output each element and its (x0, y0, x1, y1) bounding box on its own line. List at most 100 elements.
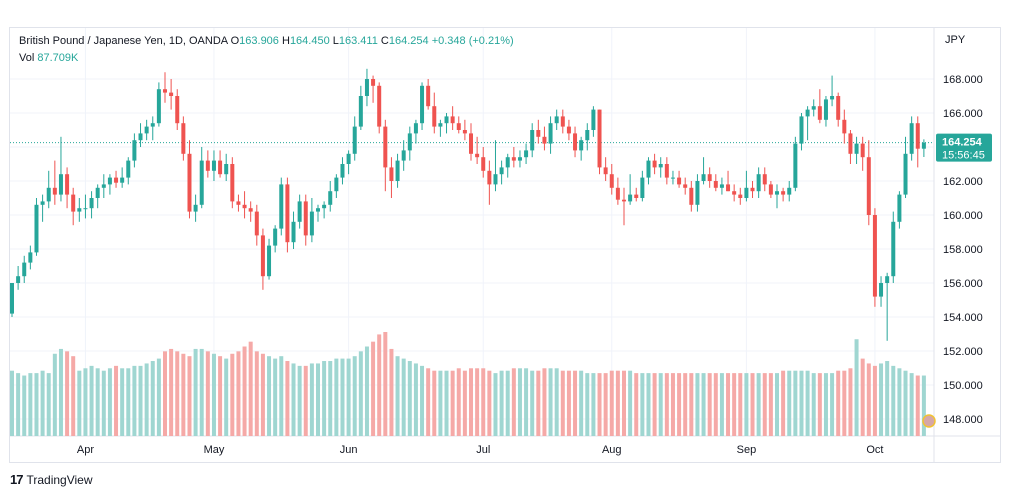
candle-body (377, 85, 382, 127)
candle-body (389, 167, 394, 181)
volume-bar (609, 370, 614, 436)
volume-bar (775, 373, 779, 436)
countdown-text: 15:56:45 (942, 150, 985, 162)
volume-bar (316, 363, 320, 436)
volume-bar (163, 351, 167, 436)
candle-body (413, 123, 418, 134)
volume-bar (823, 373, 828, 436)
candle-body (248, 208, 253, 212)
candle-body (22, 262, 27, 277)
volume-bar (242, 346, 247, 436)
candle-body (511, 157, 516, 161)
volume-bar (891, 365, 896, 436)
volume-bar (909, 373, 914, 436)
candle-body (34, 204, 39, 253)
volume-bar (695, 373, 700, 436)
candle-body (487, 170, 492, 185)
candle-body (481, 157, 486, 171)
volume-bar (738, 373, 743, 436)
volume-bar (389, 348, 394, 436)
candle-body (517, 157, 522, 161)
volume-bar (230, 353, 235, 436)
candle-body (842, 119, 847, 134)
x-tick-label: Sep (737, 444, 757, 456)
volume-bar (383, 332, 388, 436)
volume-bar (52, 353, 57, 436)
candle-body (658, 164, 663, 168)
volume-bar (444, 370, 449, 436)
open-label: O (230, 35, 240, 47)
candle-body (156, 89, 161, 124)
volume-bar (811, 373, 816, 436)
volume-bar (750, 373, 755, 436)
volume-bar (267, 356, 272, 436)
candle-body (40, 201, 45, 205)
volume-bar (83, 368, 88, 436)
x-tick-label: Jul (476, 444, 490, 456)
volume-bar (175, 351, 180, 436)
candle-body (420, 85, 425, 124)
volume-bar (309, 363, 314, 436)
candle-body (530, 130, 535, 151)
volume-bar (346, 358, 351, 436)
candle-body (670, 177, 675, 179)
candle-body (622, 199, 626, 202)
candle-body (787, 187, 792, 195)
volume-legend: Vol 87.709K (19, 52, 78, 64)
footer-branding[interactable]: 17 TradingView (10, 472, 93, 487)
volume-bar (28, 373, 33, 436)
volume-bar (566, 370, 571, 436)
candle-body (768, 184, 773, 195)
volume-bar (719, 373, 724, 436)
volume-bar (903, 370, 908, 436)
candle-body (364, 79, 369, 96)
volume-bar (303, 365, 308, 436)
high-value: 164.450 (289, 35, 330, 47)
volume-bar (499, 370, 504, 436)
y-tick-label: 154.000 (943, 312, 983, 324)
volume-bar (89, 365, 94, 436)
candle-body (273, 228, 278, 246)
volume-bar (169, 348, 174, 436)
change-value: +0.348 (+0.21%) (431, 35, 514, 47)
candle-body (126, 160, 131, 178)
volume-bar (58, 348, 63, 436)
volume-bar (707, 373, 712, 436)
candle-body (836, 96, 841, 120)
candle-body (823, 99, 828, 120)
volume-bar (732, 373, 737, 436)
candle-body (438, 123, 443, 127)
volume-bar (670, 373, 675, 436)
candle-body (860, 143, 865, 158)
volume-bar (77, 370, 82, 436)
candle-body (120, 177, 125, 183)
candle-body (242, 204, 247, 209)
candle-body (224, 164, 229, 175)
candle-body (634, 194, 639, 198)
y-tick-label: 166.000 (943, 108, 983, 120)
volume-bar (432, 370, 437, 436)
candle-body (407, 133, 412, 151)
low-label: L (332, 35, 339, 47)
candle-body (199, 160, 204, 205)
candle-body (781, 191, 786, 195)
candle-body (316, 208, 320, 212)
candle-body (285, 184, 290, 243)
volume-bar (646, 373, 651, 436)
volume-bar (524, 368, 529, 436)
volume-bar (554, 368, 559, 436)
volume-bar (493, 373, 498, 436)
candle-body (236, 201, 241, 205)
volume-bar (254, 351, 259, 436)
flag-icon (922, 414, 936, 428)
volume-bar (683, 373, 688, 436)
candle-body (218, 160, 223, 175)
candle-body (211, 160, 216, 171)
candle-body (426, 85, 431, 107)
candle-body (267, 245, 272, 277)
candle-body (775, 191, 779, 195)
volume-bar (652, 373, 657, 436)
y-tick-label: 156.000 (943, 278, 983, 290)
volume-bar (46, 373, 51, 436)
